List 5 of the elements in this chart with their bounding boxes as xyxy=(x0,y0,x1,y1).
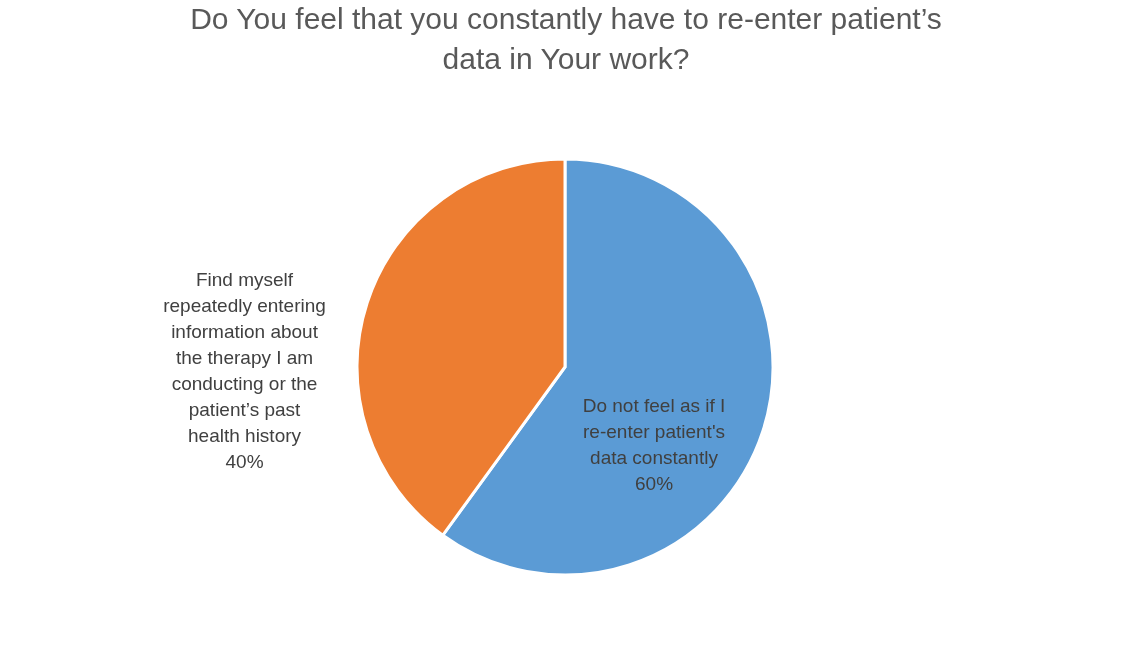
slice-label: Find myself repeatedly entering information about the therapy I am conducting or the patient’s past health history xyxy=(163,268,326,446)
chart-title: Do You feel that you constantly have to re-enter patient’s data in Your work? xyxy=(190,2,942,75)
data-label: 60% xyxy=(635,472,674,494)
slice-label: Do not feel as if I re-enter patient's data constantly xyxy=(582,394,726,468)
data-label: 40% xyxy=(225,450,264,472)
